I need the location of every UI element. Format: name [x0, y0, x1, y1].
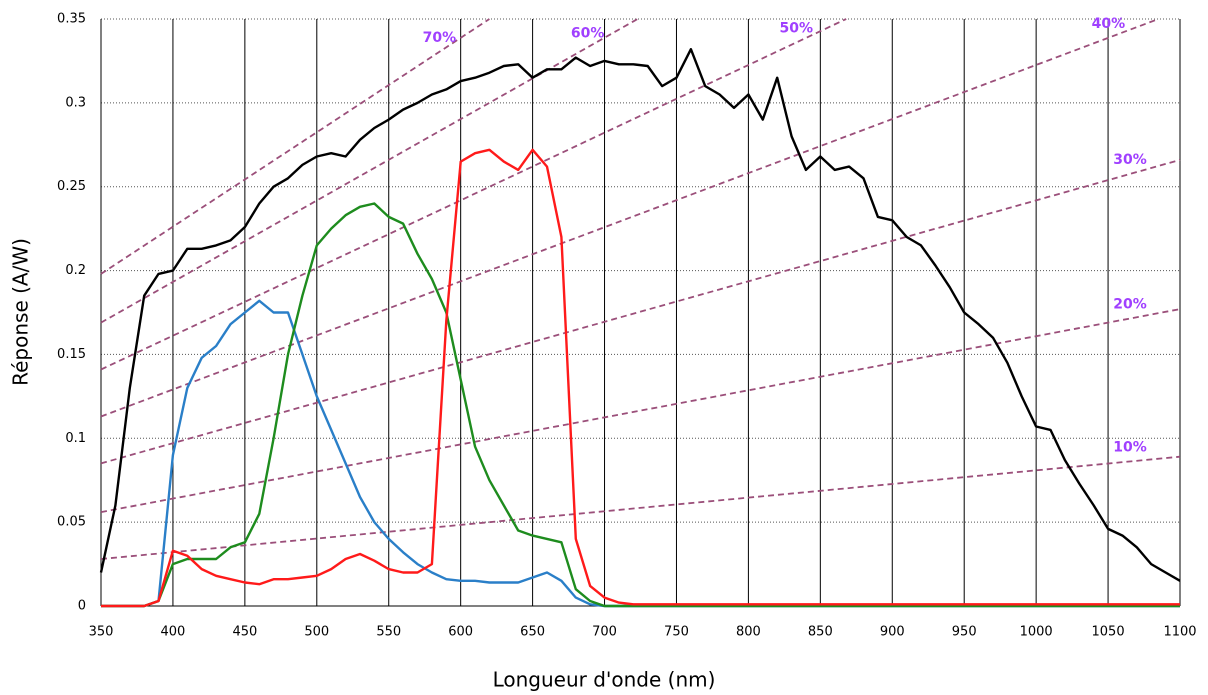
- reference-label: 30%: [1113, 152, 1147, 168]
- reference-label: 50%: [779, 21, 813, 37]
- x-tick-label: 900: [880, 625, 905, 640]
- x-tick-label: 800: [736, 625, 761, 640]
- x-tick-label: 1050: [1092, 625, 1125, 640]
- reference-label: 10%: [1113, 439, 1147, 455]
- reference-line: [100, 18, 639, 324]
- x-tick-label: 500: [304, 625, 329, 640]
- y-tick-label: 0.35: [57, 12, 86, 27]
- data-line: [101, 202, 1180, 608]
- x-axis-label: Longueur d'onde (nm): [493, 668, 716, 692]
- x-tick-label: 950: [952, 625, 977, 640]
- y-tick-label: 0.25: [57, 179, 86, 194]
- x-tick-label: 450: [232, 625, 257, 640]
- y-tick-label: 0.2: [65, 263, 86, 278]
- x-tick-label: 550: [376, 625, 401, 640]
- x-tick-label: 350: [89, 625, 114, 640]
- reference-line: [100, 18, 847, 371]
- y-tick-label: 0: [78, 599, 86, 614]
- x-tick-label: 1000: [1020, 625, 1053, 640]
- data-line: [101, 299, 1180, 608]
- data-line: [101, 148, 1180, 608]
- reference-label: 40%: [1092, 16, 1126, 32]
- reference-line: [100, 18, 1159, 418]
- x-tick-label: 850: [808, 625, 833, 640]
- y-tick-label: 0.3: [65, 95, 86, 110]
- reference-line: [100, 159, 1181, 465]
- reference-label: 70%: [423, 30, 457, 46]
- x-tick-label: 700: [592, 625, 617, 640]
- reference-line: [100, 308, 1181, 513]
- y-tick-label: 0.05: [57, 515, 86, 530]
- x-tick-label: 400: [161, 625, 186, 640]
- reference-label: 20%: [1113, 297, 1147, 313]
- y-axis-label: Réponse (A/W): [9, 238, 33, 386]
- reference-label: 60%: [571, 25, 605, 41]
- y-tick-label: 0.1: [65, 431, 86, 446]
- x-tick-label: 1100: [1163, 625, 1196, 640]
- reference-line: [100, 18, 490, 275]
- x-tick-label: 750: [664, 625, 689, 640]
- data-line: [99, 48, 1181, 582]
- x-tick-label: 650: [520, 625, 545, 640]
- reference-line: [100, 455, 1181, 560]
- y-tick-label: 0.15: [57, 347, 86, 362]
- x-tick-label: 600: [448, 625, 473, 640]
